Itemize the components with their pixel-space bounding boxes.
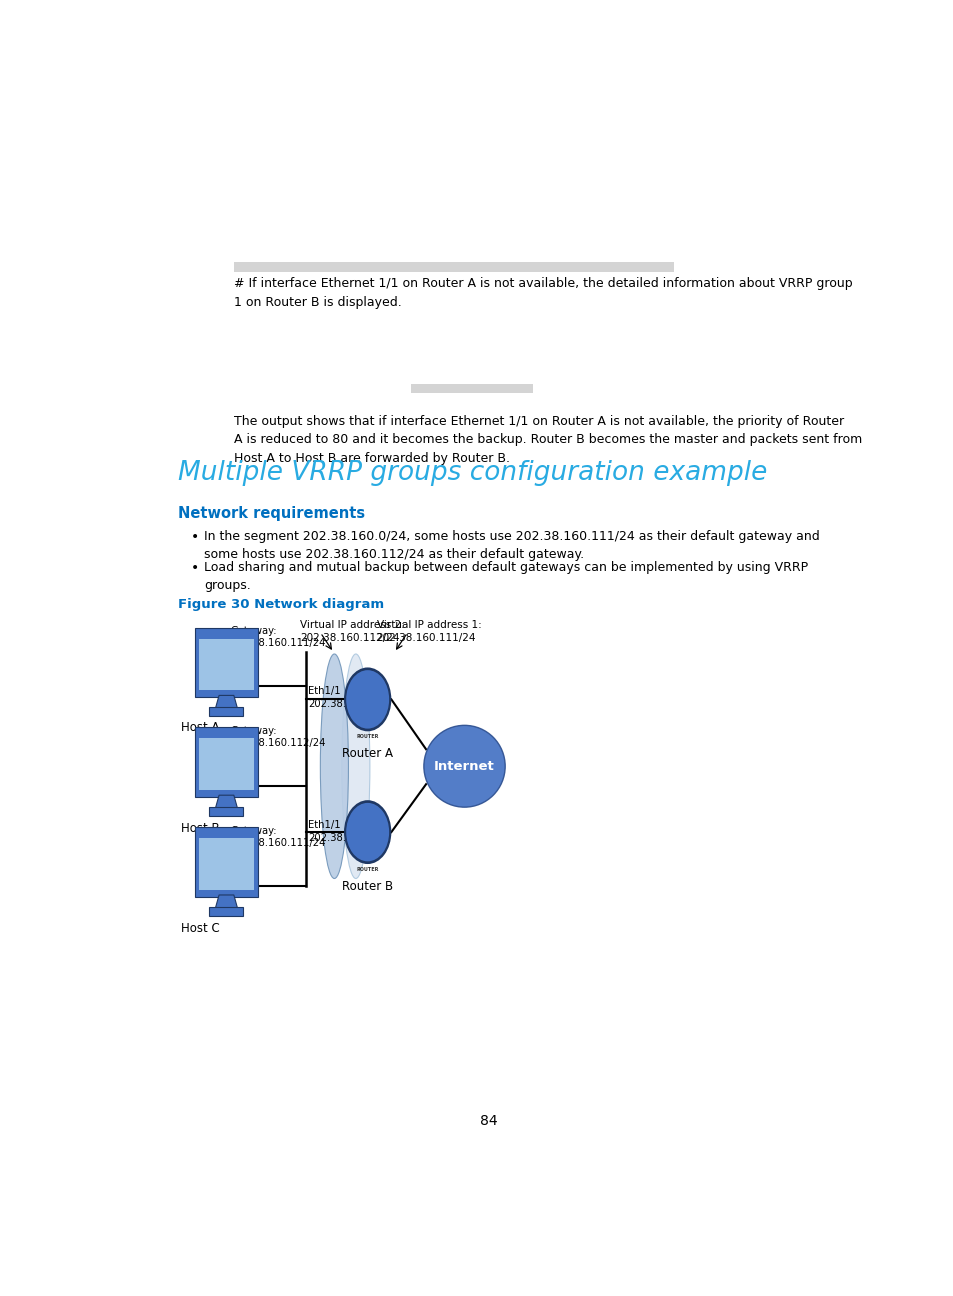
Circle shape: [345, 670, 390, 730]
Circle shape: [344, 800, 391, 864]
Text: Gateway:
202.38.160.112/24: Gateway: 202.38.160.112/24: [230, 726, 325, 748]
Text: Router A: Router A: [342, 748, 393, 761]
Text: Load sharing and mutual backup between default gateways can be implemented by us: Load sharing and mutual backup between d…: [204, 561, 807, 592]
Text: Host A: Host A: [180, 722, 219, 735]
Ellipse shape: [423, 726, 505, 807]
FancyBboxPatch shape: [195, 727, 257, 797]
Text: Router B: Router B: [342, 880, 393, 893]
FancyBboxPatch shape: [199, 739, 253, 791]
Circle shape: [344, 667, 391, 731]
Text: Internet: Internet: [434, 759, 495, 772]
Text: Gateway:
202.38.160.111/24: Gateway: 202.38.160.111/24: [230, 826, 325, 848]
Text: In the segment 202.38.160.0/24, some hosts use 202.38.160.111/24 as their defaul: In the segment 202.38.160.0/24, some hos…: [204, 530, 820, 561]
Text: •: •: [191, 561, 199, 574]
Text: Host B: Host B: [180, 822, 219, 835]
Text: ROUTER: ROUTER: [356, 735, 378, 739]
FancyBboxPatch shape: [199, 839, 253, 890]
FancyBboxPatch shape: [195, 627, 257, 697]
Text: •: •: [191, 530, 199, 544]
Text: Multiple VRRP groups configuration example: Multiple VRRP groups configuration examp…: [178, 460, 767, 486]
Text: Eth1/1
202.38.160.2/24: Eth1/1 202.38.160.2/24: [308, 820, 390, 842]
Text: ROUTER: ROUTER: [356, 867, 378, 872]
FancyBboxPatch shape: [199, 639, 253, 691]
FancyBboxPatch shape: [210, 708, 243, 717]
Text: Gateway:
202.38.160.111/24: Gateway: 202.38.160.111/24: [230, 626, 325, 648]
Bar: [233, 262, 673, 272]
FancyBboxPatch shape: [210, 907, 243, 916]
Polygon shape: [214, 696, 238, 712]
Text: Figure 30 Network diagram: Figure 30 Network diagram: [178, 597, 384, 610]
Text: 84: 84: [479, 1115, 497, 1129]
Bar: [411, 384, 533, 393]
Text: Host C: Host C: [180, 921, 219, 934]
Polygon shape: [214, 796, 238, 811]
Text: Eth1/1
202.38.160.1/24: Eth1/1 202.38.160.1/24: [308, 687, 390, 709]
Text: Virtual IP address 1:
202.38.160.111/24: Virtual IP address 1: 202.38.160.111/24: [376, 619, 481, 643]
FancyBboxPatch shape: [195, 827, 257, 897]
Circle shape: [345, 802, 390, 862]
Text: Network requirements: Network requirements: [178, 505, 365, 521]
Ellipse shape: [341, 654, 370, 879]
Polygon shape: [214, 896, 238, 911]
Ellipse shape: [320, 654, 348, 879]
Text: # If interface Ethernet 1/1 on Router A is not available, the detailed informati: # If interface Ethernet 1/1 on Router A …: [233, 277, 852, 308]
Text: Virtual IP address 2:
202.38.160.112/24: Virtual IP address 2: 202.38.160.112/24: [300, 619, 405, 643]
FancyBboxPatch shape: [210, 807, 243, 816]
Text: The output shows that if interface Ethernet 1/1 on Router A is not available, th: The output shows that if interface Ether…: [233, 415, 862, 465]
